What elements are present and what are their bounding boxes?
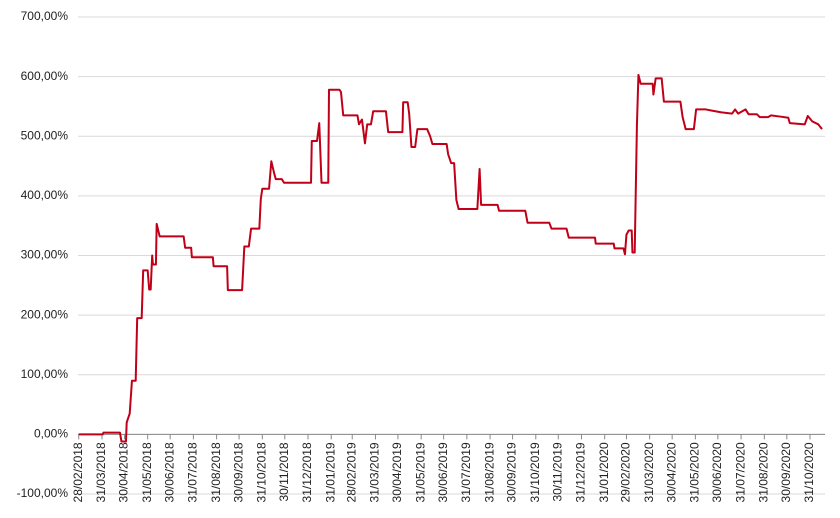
y-tick-label: 200,00%: [21, 307, 69, 321]
y-tick-label: 600,00%: [21, 69, 69, 83]
y-tick-label: 500,00%: [21, 128, 69, 142]
x-tick-label: 31/12/2019: [574, 442, 588, 502]
x-tick-label: 30/11/2018: [277, 442, 291, 501]
x-tick-label: 31/07/2018: [186, 442, 200, 502]
x-tick-label: 31/05/2018: [140, 442, 154, 502]
x-tick-label: 30/04/2018: [117, 442, 131, 502]
y-tick-label: 100,00%: [21, 367, 69, 381]
y-tick-label: 400,00%: [21, 188, 69, 202]
x-tick-label: 31/05/2019: [413, 442, 427, 502]
x-tick-label: 31/05/2020: [688, 442, 702, 502]
x-tick-label: 31/08/2018: [209, 442, 223, 502]
x-tick-label: 30/09/2020: [779, 442, 793, 502]
x-tick-label: 31/12/2018: [300, 442, 314, 502]
x-tick-label: 31/08/2019: [482, 442, 496, 502]
x-tick-label: 29/02/2020: [619, 442, 633, 502]
x-tick-label: 30/11/2019: [550, 442, 564, 501]
x-tick-label: 30/06/2019: [436, 442, 450, 502]
x-tick-label: 31/03/2018: [94, 442, 108, 502]
x-tick-label: 30/04/2019: [390, 442, 404, 502]
x-tick-label: 31/10/2018: [254, 442, 268, 502]
x-tick-label: 31/01/2020: [597, 442, 611, 502]
x-tick-label: 31/10/2020: [802, 442, 816, 502]
x-tick-label: 31/03/2020: [642, 442, 656, 502]
y-tick-label: 0,00%: [34, 427, 68, 441]
x-tick-label: 28/02/2019: [344, 442, 358, 502]
x-tick-label: 31/03/2019: [368, 442, 382, 502]
x-tick-label: 30/09/2018: [231, 442, 245, 502]
x-tick-label: 31/08/2020: [756, 442, 770, 502]
x-tick-label: 30/09/2019: [505, 442, 519, 502]
x-tick-label: 31/07/2020: [733, 442, 747, 502]
x-tick-label: 30/04/2020: [664, 442, 678, 502]
x-tick-label: 31/07/2019: [459, 442, 473, 502]
y-tick-label: 700,00%: [21, 9, 69, 23]
x-tick-label: 28/02/2018: [71, 442, 85, 502]
data-line: [78, 73, 823, 443]
x-tick-label: 31/01/2019: [323, 442, 337, 502]
y-tick-label: -100,00%: [17, 486, 69, 500]
x-tick-label: 30/06/2020: [710, 442, 724, 502]
x-tick-label: 30/06/2018: [162, 442, 176, 502]
x-tick-label: 31/10/2019: [528, 442, 542, 502]
y-tick-label: 300,00%: [21, 248, 69, 262]
